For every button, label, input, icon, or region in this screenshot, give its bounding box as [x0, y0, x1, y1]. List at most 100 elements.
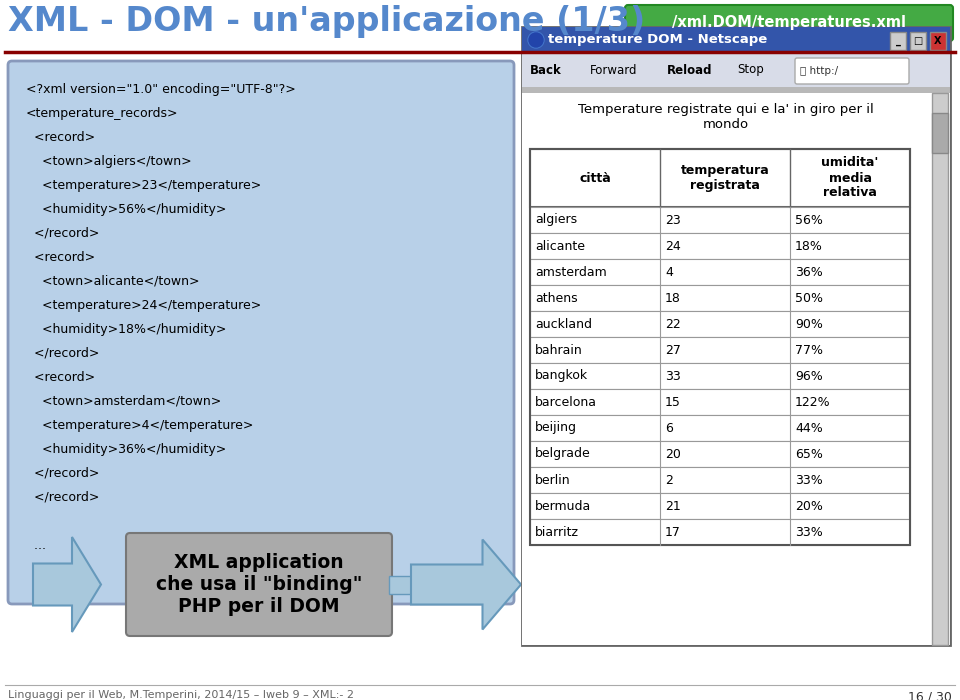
FancyBboxPatch shape: [795, 58, 909, 84]
Text: 44%: 44%: [795, 421, 823, 435]
Text: 56%: 56%: [795, 214, 823, 227]
Text: 22: 22: [665, 318, 681, 330]
Text: 23: 23: [665, 214, 681, 227]
FancyBboxPatch shape: [530, 415, 910, 441]
FancyBboxPatch shape: [8, 61, 514, 604]
FancyBboxPatch shape: [530, 311, 910, 337]
Text: 20%: 20%: [795, 500, 823, 512]
Text: 36%: 36%: [795, 265, 823, 279]
Text: athens: athens: [535, 291, 578, 304]
FancyBboxPatch shape: [530, 519, 910, 545]
FancyBboxPatch shape: [530, 363, 910, 389]
Text: <town>amsterdam</town>: <town>amsterdam</town>: [26, 395, 221, 408]
Text: <?xml version="1.0" encoding="UTF-8"?>: <?xml version="1.0" encoding="UTF-8"?>: [26, 83, 296, 96]
FancyBboxPatch shape: [530, 441, 910, 467]
Text: </record>: </record>: [26, 347, 100, 360]
FancyBboxPatch shape: [522, 87, 950, 93]
Text: 96%: 96%: [795, 370, 823, 382]
Text: □: □: [913, 36, 923, 46]
Text: Stop: Stop: [737, 64, 764, 76]
FancyBboxPatch shape: [530, 285, 910, 311]
Text: <humidity>18%</humidity>: <humidity>18%</humidity>: [26, 323, 227, 336]
Text: <temperature_records>: <temperature_records>: [26, 107, 179, 120]
Text: <humidity>36%</humidity>: <humidity>36%</humidity>: [26, 443, 227, 456]
Text: Linguaggi per il Web, M.Temperini, 2014/15 – lweb 9 – XML:- 2: Linguaggi per il Web, M.Temperini, 2014/…: [8, 690, 354, 700]
Text: amsterdam: amsterdam: [535, 265, 607, 279]
Text: 15: 15: [665, 395, 681, 409]
Text: X: X: [934, 36, 942, 46]
FancyBboxPatch shape: [522, 27, 950, 53]
Text: 18%: 18%: [795, 239, 823, 253]
FancyBboxPatch shape: [530, 259, 910, 285]
FancyBboxPatch shape: [530, 149, 910, 207]
Text: temperatura
registrata: temperatura registrata: [681, 164, 769, 192]
Text: 6: 6: [665, 421, 673, 435]
Text: beijing: beijing: [535, 421, 577, 435]
Text: XML - DOM - un'applicazione (1/3): XML - DOM - un'applicazione (1/3): [8, 5, 645, 38]
FancyBboxPatch shape: [522, 27, 950, 645]
Text: <temperature>23</temperature>: <temperature>23</temperature>: [26, 179, 261, 192]
Text: 24: 24: [665, 239, 681, 253]
FancyBboxPatch shape: [530, 207, 910, 233]
Circle shape: [529, 33, 543, 47]
Text: 16 / 30: 16 / 30: [908, 690, 952, 700]
Text: 50%: 50%: [795, 291, 823, 304]
Polygon shape: [33, 537, 101, 632]
Text: _: _: [896, 36, 900, 46]
Text: 33%: 33%: [795, 526, 823, 538]
Text: </record>: </record>: [26, 467, 100, 480]
Text: <temperature>4</temperature>: <temperature>4</temperature>: [26, 419, 253, 432]
Text: algiers: algiers: [535, 214, 577, 227]
FancyBboxPatch shape: [126, 533, 392, 636]
Text: </record>: </record>: [26, 491, 100, 504]
Text: 🌐 http:/: 🌐 http:/: [800, 66, 838, 76]
Text: XML application
che usa il "binding"
PHP per il DOM: XML application che usa il "binding" PHP…: [156, 553, 362, 616]
Text: 21: 21: [665, 500, 681, 512]
FancyBboxPatch shape: [389, 575, 411, 594]
Text: <town>algiers</town>: <town>algiers</town>: [26, 155, 192, 168]
FancyBboxPatch shape: [932, 93, 948, 645]
Text: 2: 2: [665, 473, 673, 486]
Text: umidita'
media
relativa: umidita' media relativa: [822, 157, 878, 200]
FancyBboxPatch shape: [522, 93, 950, 645]
Text: 17: 17: [665, 526, 681, 538]
Text: 90%: 90%: [795, 318, 823, 330]
Text: Back: Back: [530, 64, 562, 76]
FancyBboxPatch shape: [522, 53, 950, 87]
FancyBboxPatch shape: [932, 113, 948, 153]
FancyBboxPatch shape: [625, 5, 953, 41]
Text: bangkok: bangkok: [535, 370, 588, 382]
Text: bermuda: bermuda: [535, 500, 591, 512]
FancyBboxPatch shape: [530, 493, 910, 519]
Text: biarritz: biarritz: [535, 526, 579, 538]
Text: <record>: <record>: [26, 251, 95, 264]
Text: /xml.DOM/temperatures.xml: /xml.DOM/temperatures.xml: [672, 15, 906, 31]
Text: <record>: <record>: [26, 371, 95, 384]
Text: 33%: 33%: [795, 473, 823, 486]
Text: 18: 18: [665, 291, 681, 304]
FancyBboxPatch shape: [530, 233, 910, 259]
Text: Reload: Reload: [667, 64, 712, 76]
FancyBboxPatch shape: [910, 32, 926, 50]
FancyBboxPatch shape: [530, 467, 910, 493]
FancyBboxPatch shape: [930, 32, 946, 50]
FancyBboxPatch shape: [530, 337, 910, 363]
Circle shape: [528, 32, 544, 48]
Text: 122%: 122%: [795, 395, 830, 409]
Text: auckland: auckland: [535, 318, 592, 330]
FancyBboxPatch shape: [530, 389, 910, 415]
Text: barcelona: barcelona: [535, 395, 597, 409]
Text: <humidity>56%</humidity>: <humidity>56%</humidity>: [26, 203, 227, 216]
Text: <temperature>24</temperature>: <temperature>24</temperature>: [26, 299, 261, 312]
Text: belgrade: belgrade: [535, 447, 590, 461]
Text: 20: 20: [665, 447, 681, 461]
Polygon shape: [411, 540, 521, 629]
Text: berlin: berlin: [535, 473, 570, 486]
Text: ...: ...: [26, 539, 46, 552]
Text: 77%: 77%: [795, 344, 823, 356]
FancyBboxPatch shape: [890, 32, 906, 50]
Text: 4: 4: [665, 265, 673, 279]
Text: Temperature registrate qui e la' in giro per il
mondo: Temperature registrate qui e la' in giro…: [578, 103, 874, 131]
Text: 33: 33: [665, 370, 681, 382]
Text: città: città: [579, 172, 611, 185]
